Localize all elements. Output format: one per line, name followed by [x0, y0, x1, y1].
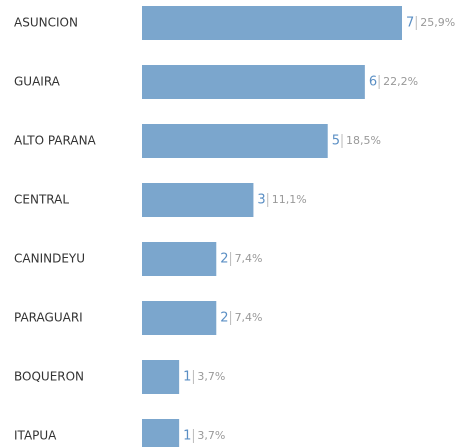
value-label: 2 — [220, 252, 228, 267]
category-label: GUAIRA — [14, 75, 61, 89]
bar — [142, 183, 254, 217]
percent-label: 7,4% — [235, 252, 263, 265]
percent-label: 18,5% — [346, 134, 381, 147]
value-label: 7 — [406, 16, 414, 31]
percent-label: 3,7% — [197, 370, 225, 383]
bar — [142, 301, 217, 335]
value-label: 5 — [332, 134, 340, 149]
percent-label: 22,2% — [383, 75, 418, 88]
percent-label: 11,1% — [272, 193, 307, 206]
category-label: BOQUERON — [14, 370, 84, 384]
value-label: 3 — [257, 193, 265, 208]
percent-label: 7,4% — [235, 311, 263, 324]
bar — [142, 419, 180, 447]
bar — [142, 124, 328, 158]
category-label: ASUNCION — [14, 16, 78, 30]
category-label: ALTO PARANA — [14, 134, 97, 148]
bar — [142, 360, 180, 394]
category-label: CANINDEYU — [14, 252, 85, 266]
bar — [142, 6, 402, 40]
percent-label: 25,9% — [420, 16, 455, 29]
category-label: CENTRAL — [14, 193, 69, 207]
value-label: 2 — [220, 311, 228, 326]
category-label: ITAPUA — [14, 429, 57, 443]
value-label: 1 — [183, 370, 191, 385]
category-label: PARAGUARI — [14, 311, 83, 325]
bar — [142, 242, 217, 276]
value-label: 1 — [183, 429, 191, 444]
bar — [142, 65, 365, 99]
value-label: 6 — [369, 75, 377, 90]
percent-label: 3,7% — [197, 429, 225, 442]
